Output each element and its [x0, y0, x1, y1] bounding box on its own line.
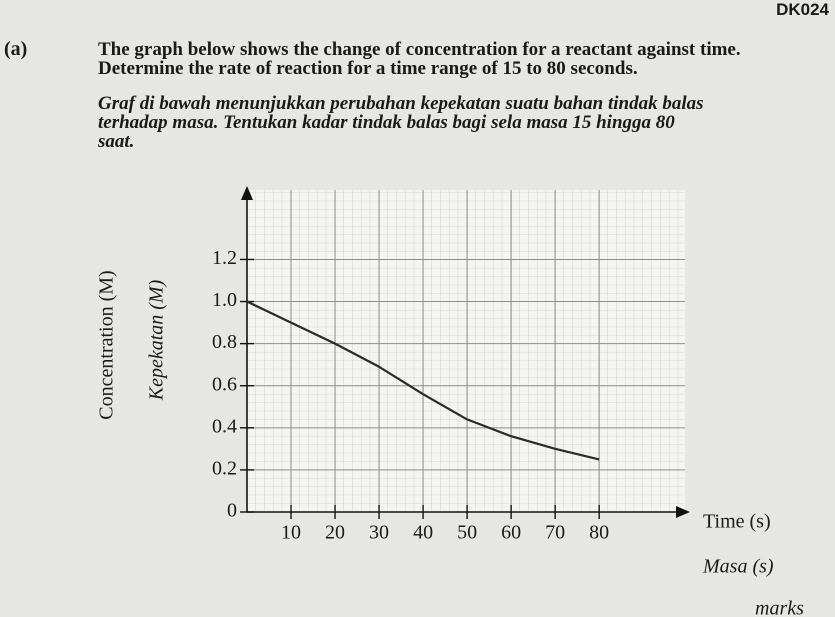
x-tick-label: 10	[281, 522, 301, 544]
x-tick-label: 80	[589, 522, 609, 544]
y-axis-label-alt: Kepekatan (M)	[146, 279, 168, 401]
text-line: terhadap masa. Tentukan kadar tindak bal…	[98, 112, 675, 133]
x-tick-label: 70	[545, 522, 565, 544]
y-tick-label: 0.4	[212, 415, 237, 437]
y-tick-label: 1.0	[212, 289, 237, 311]
x-axis-label-alt: Masa (s)	[702, 556, 774, 578]
marks-note: marks	[755, 598, 804, 617]
x-tick-label: 30	[369, 522, 389, 544]
minor-grid	[247, 190, 685, 512]
text-line: The graph below shows the change of conc…	[98, 39, 741, 60]
paper-code: DK024	[776, 0, 829, 19]
x-tick-label: 50	[457, 522, 477, 544]
x-tick-label: 20	[325, 522, 345, 544]
x-arrow	[676, 506, 690, 518]
question-label: (a)	[4, 38, 28, 60]
text-line: Graf di bawah menunjukkan perubahan kepe…	[98, 93, 704, 114]
y-tick-label: 0.2	[212, 458, 237, 480]
y-tick-label: 0	[227, 500, 237, 522]
y-axis-label: Concentration (M)	[96, 270, 118, 419]
y-tick-label: 0.8	[212, 331, 237, 353]
y-tick-label: 0.6	[212, 373, 237, 395]
x-axis-label: Time (s)	[703, 511, 771, 533]
x-tick-label: 60	[501, 522, 521, 544]
y-tick-label: 1.2	[212, 247, 237, 269]
y-arrow	[241, 186, 253, 200]
x-tick-label: 40	[413, 522, 433, 544]
data-line	[246, 300, 600, 461]
text-line: saat.	[98, 131, 135, 152]
text-line: Determine the rate of reaction for a tim…	[98, 58, 638, 79]
